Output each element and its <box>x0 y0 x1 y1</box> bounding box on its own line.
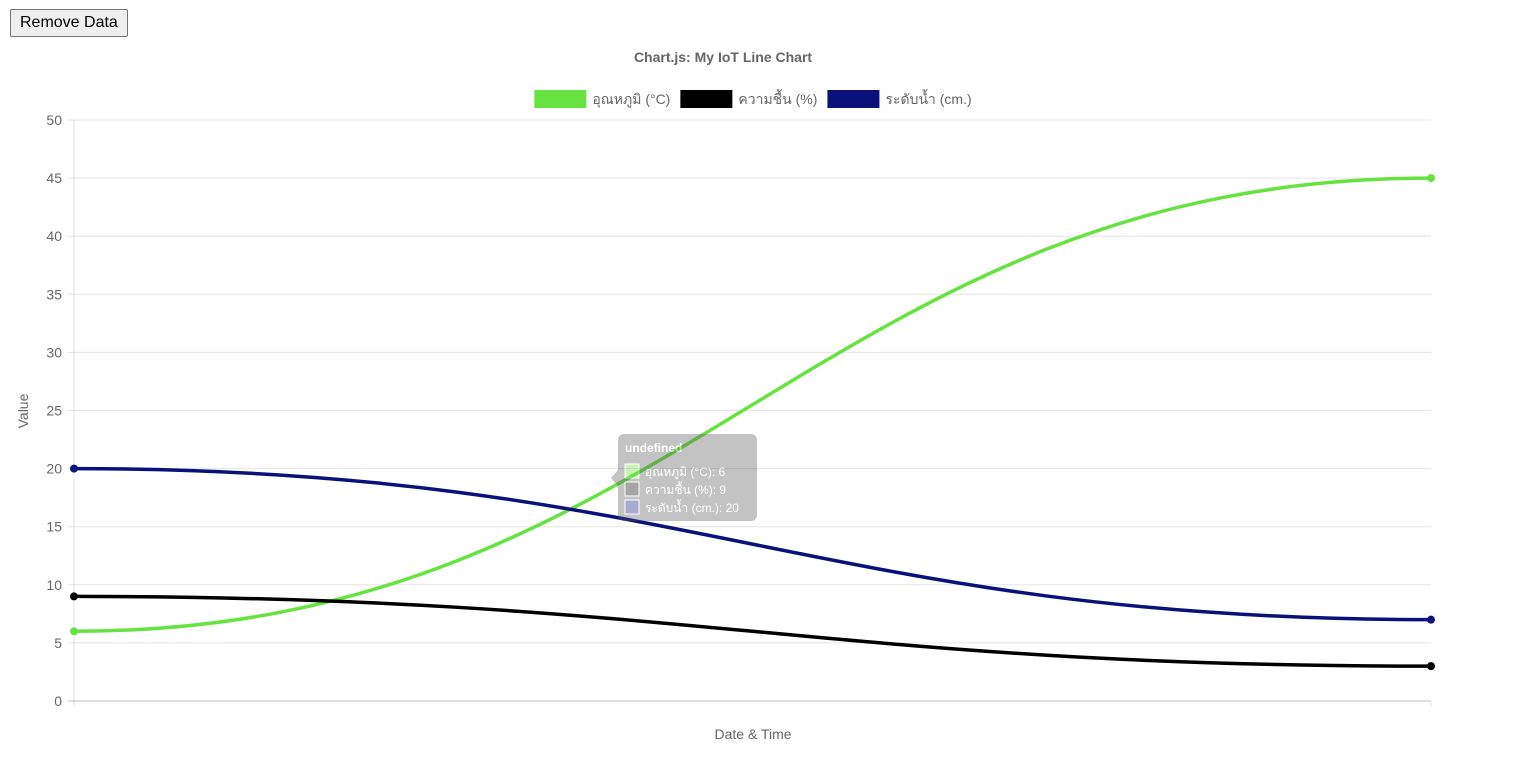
y-axis-title: Value <box>15 393 31 428</box>
y-tick-label: 35 <box>46 286 62 302</box>
chart-grid <box>68 119 1432 707</box>
tooltip-item: ระดับน้ำ (cm.): 20 <box>645 499 739 515</box>
tooltip-swatch <box>624 499 640 515</box>
y-tick-label: 15 <box>46 519 62 535</box>
series-line <box>73 176 1432 634</box>
tooltip-caret <box>611 470 618 486</box>
y-tick-label: 30 <box>46 344 62 360</box>
y-tick-label: 50 <box>46 112 62 128</box>
y-tick-label: 10 <box>46 577 62 593</box>
data-point[interactable] <box>70 592 78 601</box>
tooltip-item: อุณหภูมิ (°C): 6 <box>645 465 726 480</box>
y-tick-label: 20 <box>46 461 62 477</box>
series-line <box>73 466 1432 622</box>
tooltip-swatch <box>624 481 640 497</box>
data-point[interactable] <box>1427 662 1435 671</box>
y-tick-label: 45 <box>46 170 62 186</box>
data-point[interactable] <box>70 464 78 473</box>
remove-data-button[interactable]: Remove Data <box>10 9 128 37</box>
tooltip-item: ความชื้น (%): 9 <box>645 481 726 497</box>
y-axis-ticks: 0 5 10 15 20 25 30 35 40 45 50 <box>46 112 62 709</box>
legend-swatch[interactable] <box>680 90 733 108</box>
legend-swatch[interactable] <box>827 90 880 108</box>
x-axis-title: Date & Time <box>714 726 791 742</box>
y-tick-label: 40 <box>46 228 62 244</box>
legend-label[interactable]: ความชื้น (%) <box>738 89 817 107</box>
legend-label[interactable]: อุณหภูมิ (°C) <box>592 91 670 108</box>
y-tick-label: 0 <box>54 693 62 709</box>
chart-legend[interactable]: อุณหภูมิ (°C) ความชื้น (%) ระดับน้ำ (cm.) <box>534 89 972 108</box>
chart-series <box>70 174 1435 671</box>
tooltip-box <box>618 434 757 521</box>
data-point[interactable] <box>1427 174 1435 183</box>
y-tick-label: 5 <box>54 635 62 651</box>
chart-title: Chart.js: My IoT Line Chart <box>634 49 812 65</box>
legend-label[interactable]: ระดับน้ำ (cm.) <box>885 89 971 107</box>
tooltip-swatch <box>624 463 640 479</box>
tooltip-title: undefined <box>625 441 682 455</box>
data-point[interactable] <box>70 627 78 636</box>
legend-swatch[interactable] <box>534 90 587 108</box>
y-tick-label: 25 <box>46 403 62 419</box>
series-line <box>73 594 1432 668</box>
data-point[interactable] <box>1427 615 1435 624</box>
